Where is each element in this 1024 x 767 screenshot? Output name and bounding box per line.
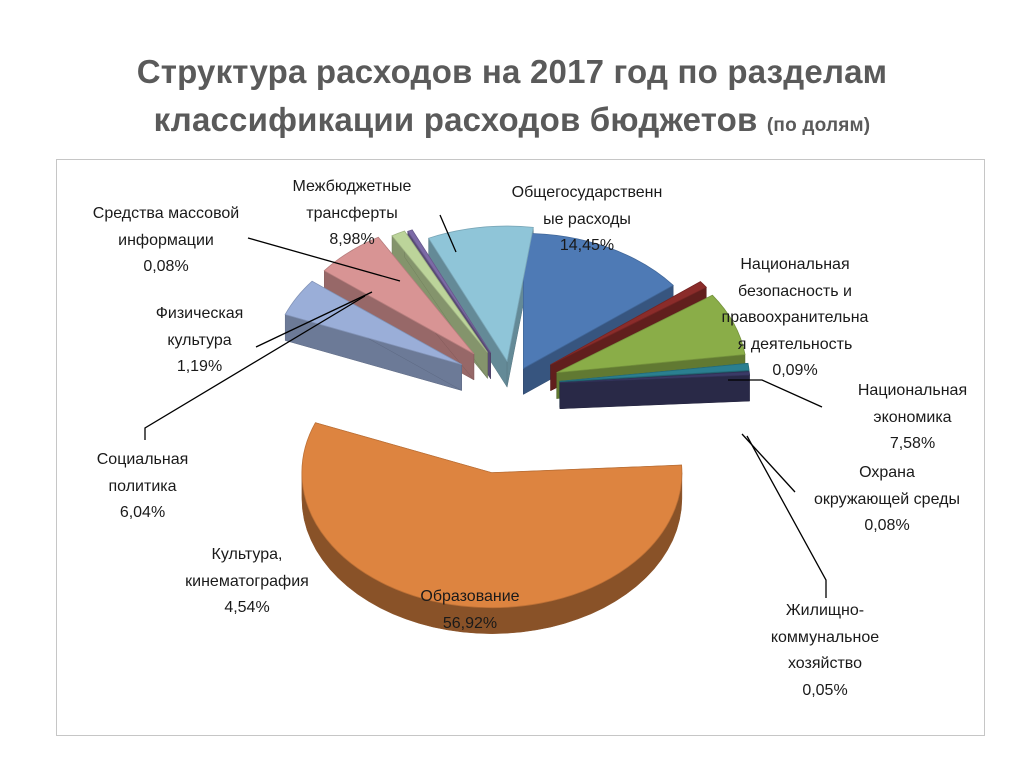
label-education: Образование 56,92% bbox=[405, 584, 535, 637]
leader-lines bbox=[144, 214, 827, 598]
label-housing: Жилищно- коммунальное хозяйство 0,05% bbox=[750, 598, 900, 704]
label-value: 4,54% bbox=[224, 599, 270, 616]
label-line: культура bbox=[167, 331, 232, 349]
slice-2 bbox=[550, 281, 707, 366]
title-line-1: Структура расходов на 2017 год по раздел… bbox=[136, 53, 888, 90]
label-national-economy: Национальная экономика 7,58% bbox=[840, 378, 985, 458]
label-line: Образование bbox=[420, 588, 520, 605]
label-line: хозяйство bbox=[787, 655, 863, 672]
label-value: 1,19% bbox=[176, 358, 223, 375]
slice-8 bbox=[323, 236, 475, 355]
label-line: Социальная bbox=[96, 451, 189, 468]
slice-1 bbox=[523, 232, 674, 370]
label-line: правоохранительна bbox=[721, 309, 869, 326]
label-mass-media: Средства массовой информации 0,08% bbox=[60, 201, 272, 281]
slice-6 bbox=[301, 422, 683, 609]
label-general-expenses: Общегосударственн ые расходы 14,45% bbox=[482, 180, 692, 260]
label-value: 14,45% bbox=[559, 237, 615, 254]
title-line-2: классификации расходов бюджетов (по доля… bbox=[0, 96, 1024, 150]
label-line: Физическая bbox=[155, 305, 244, 322]
leader-line bbox=[439, 214, 457, 253]
title-line-2-sub: (по долям) bbox=[766, 115, 871, 136]
label-line: Национальная bbox=[740, 256, 850, 273]
slice-9 bbox=[391, 230, 488, 353]
label-value: 0,08% bbox=[864, 517, 910, 534]
label-value: 0,05% bbox=[802, 681, 848, 699]
slice-3 bbox=[556, 294, 746, 373]
slide-title: Структура расходов на 2017 год по раздел… bbox=[0, 48, 1024, 150]
leader-line bbox=[728, 379, 823, 408]
label-value: 0,09% bbox=[772, 362, 818, 379]
label-line: экономика bbox=[873, 408, 952, 426]
label-social-policy: Социальная политика 6,04% bbox=[70, 447, 215, 527]
slice-5 bbox=[559, 371, 751, 384]
pie-top-layer bbox=[284, 225, 751, 609]
label-line: Национальная bbox=[857, 382, 968, 399]
leader-line bbox=[746, 435, 827, 598]
slice-7 bbox=[284, 280, 462, 365]
label-line: окружающей среды bbox=[814, 490, 960, 508]
label-line: информации bbox=[118, 231, 214, 249]
label-line: Средства массовой bbox=[92, 205, 240, 222]
label-line: политика bbox=[108, 477, 177, 495]
label-national-security: Национальная безопасность и правоохранит… bbox=[700, 252, 890, 385]
label-value: 56,92% bbox=[442, 614, 498, 632]
label-line: безопасность и bbox=[738, 282, 852, 300]
leader-line bbox=[247, 237, 401, 282]
label-value: 8,98% bbox=[329, 231, 375, 248]
leader-line bbox=[255, 291, 373, 348]
label-culture: Культура, кинематография 4,54% bbox=[158, 542, 336, 622]
label-line: коммунальное bbox=[770, 628, 880, 646]
label-line: кинематография bbox=[185, 572, 309, 590]
label-line: ые расходы bbox=[543, 210, 631, 228]
label-line: Культура, bbox=[211, 546, 283, 563]
slice-11 bbox=[427, 225, 534, 363]
label-value: 7,58% bbox=[889, 435, 936, 452]
label-line: Жилищно- bbox=[785, 602, 865, 619]
label-line: я деятельность bbox=[737, 335, 853, 353]
leader-line bbox=[144, 295, 366, 440]
title-line-2-main: классификации расходов бюджетов bbox=[153, 101, 758, 138]
label-line: трансферты bbox=[306, 204, 398, 222]
label-line: Общегосударственн bbox=[511, 184, 663, 201]
label-line: Охрана bbox=[859, 464, 915, 481]
label-line: Межбюджетные bbox=[292, 178, 412, 195]
label-value: 6,04% bbox=[119, 504, 166, 521]
label-environment: Охрана окружающей среды 0,08% bbox=[796, 460, 978, 540]
label-physical-culture: Физическая культура 1,19% bbox=[132, 301, 267, 381]
label-value: 0,08% bbox=[143, 258, 189, 275]
label-interbudget-transfers: Межбюджетные трансферты 8,98% bbox=[268, 174, 436, 254]
slice-10 bbox=[407, 229, 492, 354]
slice-4 bbox=[559, 362, 750, 382]
